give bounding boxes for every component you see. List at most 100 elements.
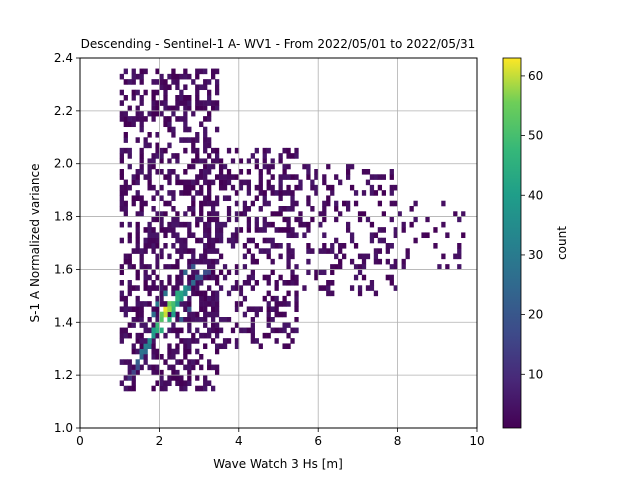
heatmap-cell — [135, 227, 140, 233]
heatmap-cell — [234, 232, 240, 239]
heatmap-cell — [159, 248, 164, 254]
heatmap-cell — [183, 84, 188, 91]
heatmap-cell — [151, 280, 156, 286]
heatmap-cell — [123, 211, 128, 217]
heatmap-cell — [163, 174, 168, 180]
heatmap-cell — [373, 248, 379, 254]
heatmap-cell — [143, 280, 148, 286]
heatmap-cell — [147, 338, 152, 344]
heatmap-cell — [195, 95, 200, 101]
heatmap-cell — [131, 248, 136, 254]
heatmap-cell — [191, 147, 196, 154]
heatmap-cell — [274, 211, 279, 217]
heatmap-cell — [409, 206, 414, 212]
heatmap-cell — [326, 184, 331, 191]
heatmap-cell — [266, 290, 271, 297]
heatmap-cell — [183, 147, 188, 154]
heatmap-cell — [278, 184, 283, 191]
heatmap-cell — [302, 221, 307, 228]
heatmap-cell — [203, 147, 208, 154]
heatmap-cell — [298, 221, 303, 228]
heatmap-cell — [373, 190, 379, 196]
heatmap-cell — [357, 253, 363, 260]
heatmap-cell — [151, 227, 156, 233]
heatmap-cell — [183, 343, 188, 350]
heatmap-cell — [238, 179, 244, 186]
heatmap-cell — [262, 221, 267, 228]
heatmap-cell — [131, 285, 136, 291]
heatmap-cell — [357, 216, 363, 223]
heatmap-cell — [163, 105, 168, 112]
heatmap-cell — [199, 295, 204, 302]
heatmap-cell — [135, 338, 140, 344]
heatmap-cell — [191, 338, 196, 344]
heatmap-cell — [151, 248, 156, 254]
heatmap-cell — [373, 290, 379, 297]
heatmap-cell — [127, 359, 132, 365]
heatmap-cell — [191, 137, 196, 143]
heatmap-cell — [294, 317, 299, 323]
heatmap-cell — [171, 110, 176, 117]
heatmap-cell — [222, 163, 228, 170]
heatmap-cell — [187, 206, 192, 212]
heatmap-cell — [135, 311, 140, 318]
heatmap-cell — [163, 116, 168, 122]
heatmap-cell — [187, 369, 192, 376]
heatmap-cell — [135, 369, 140, 376]
heatmap-cell — [282, 343, 287, 350]
heatmap-cell — [131, 179, 136, 186]
heatmap-cell — [282, 169, 287, 175]
heatmap-cell — [135, 301, 140, 307]
heatmap-cell — [207, 179, 212, 186]
heatmap-cell — [187, 322, 192, 328]
heatmap-cell — [365, 179, 371, 186]
heatmap-cell — [187, 163, 192, 170]
heatmap-cell — [175, 375, 180, 381]
heatmap-cell — [151, 95, 156, 101]
heatmap-cell — [207, 285, 212, 291]
heatmap-cell — [453, 253, 458, 260]
heatmap-cell — [286, 227, 291, 233]
heatmap-cell — [330, 269, 335, 276]
heatmap-cell — [326, 280, 331, 286]
heatmap-cell — [123, 68, 128, 75]
heatmap-cell — [183, 184, 188, 191]
heatmap-cell — [207, 110, 212, 117]
heatmap-cell — [191, 158, 196, 165]
heatmap-cell — [183, 126, 188, 133]
heatmap-cell — [286, 174, 291, 180]
heatmap-cell — [203, 322, 208, 328]
heatmap-cell — [274, 327, 279, 334]
heatmap-cell — [286, 206, 291, 212]
heatmap-cell — [254, 216, 259, 223]
heatmap-cell — [290, 274, 295, 281]
heatmap-cell — [167, 221, 172, 228]
heatmap-cell — [143, 200, 148, 207]
heatmap-cell — [230, 184, 236, 191]
heatmap-cell — [211, 290, 216, 297]
y-tick-label: 1.2 — [54, 368, 73, 382]
heatmap-cell — [203, 195, 208, 202]
heatmap-cell — [226, 317, 232, 323]
heatmap-cell — [151, 322, 156, 328]
heatmap-cell — [278, 179, 283, 186]
heatmap-cell — [211, 147, 216, 154]
heatmap-cell — [377, 200, 383, 207]
heatmap-cell — [254, 227, 259, 233]
heatmap-cell — [155, 153, 160, 159]
heatmap-cell — [270, 269, 275, 276]
heatmap-cell — [127, 105, 132, 112]
heatmap-cell — [278, 174, 283, 180]
heatmap-cells — [119, 68, 466, 392]
y-tick-label: 2.0 — [54, 157, 73, 171]
heatmap-cell — [357, 211, 363, 217]
heatmap-cell — [175, 295, 180, 302]
heatmap-cell — [294, 147, 299, 154]
heatmap-cell — [250, 253, 255, 260]
heatmap-cell — [195, 348, 200, 355]
heatmap-cell — [199, 332, 204, 339]
heatmap-cell — [187, 327, 192, 334]
heatmap-cell — [187, 137, 192, 143]
heatmap-cell — [270, 221, 275, 228]
heatmap-cell — [294, 264, 299, 270]
